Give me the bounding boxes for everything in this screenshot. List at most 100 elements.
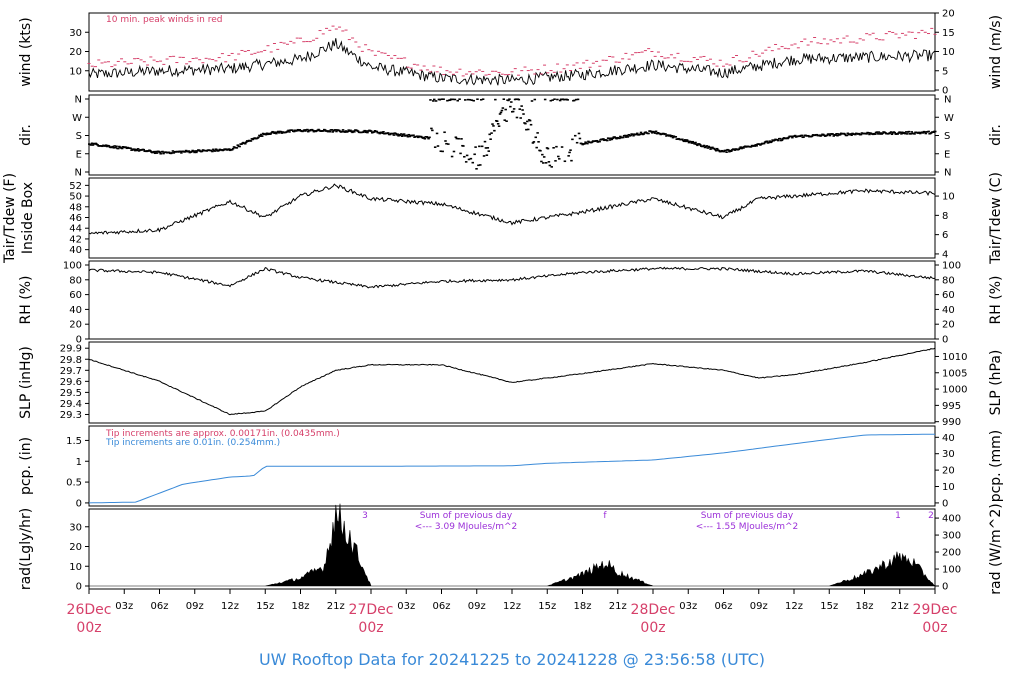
y-tick-label-right: 40 [942,433,955,444]
y-tick-label-right: 0 [942,86,948,97]
series-line-slp [88,347,936,416]
y-tick-label-left: 29.4 [60,399,82,410]
y-tick-label-left: 0.5 [66,478,82,489]
y-tick-label-left: 0 [76,582,82,593]
y-tick-label-left: S [76,131,82,142]
series-line-precip [88,433,935,504]
panel-frame [88,260,936,340]
radiation-annotation: 1 [895,511,901,521]
radiation-annotation: 2 [928,511,934,521]
y-tick-label-right: 100 [942,565,961,576]
radiation-annotation: 3 [362,511,368,521]
y-tick-label-left: 52 [69,181,82,192]
y-tick-label-left: 0 [76,498,82,509]
y-label-left: pcp. (in) [18,437,34,495]
y-tick-label-right: 20 [942,320,955,331]
y-tick-label-right: 4 [942,249,948,260]
y-label-left: Inside Box [20,182,36,254]
y-label-left: rad(Lgly/hr) [18,508,34,590]
radiation-annotation: <--- 3.09 MJoules/m^2 [415,522,517,532]
y-tick-label-right: 5 [942,66,948,77]
y-tick-label-right: 300 [942,531,961,542]
tip-note-exact: Tip increments are 0.01in. (0.254mm.) [105,438,280,448]
y-tick-label-left: 100 [63,261,82,272]
y-tick-label-left: 48 [69,202,82,213]
x-tick-label: 03z [397,601,415,612]
y-tick-label-left: 10 [69,66,82,77]
y-tick-label-right: 60 [942,290,955,301]
y-label-right: dir. [988,124,1004,146]
y-tick-label-left: 40 [69,245,82,256]
page-title: UW Rooftop Data for 20241225 to 20241228… [259,650,765,669]
y-tick-label-right: 6 [942,230,948,241]
x-tick-label: 15z [538,601,556,612]
y-tick-label-right: 200 [942,548,961,559]
y-tick-label-right: 0 [942,498,948,509]
y-tick-label-right: 10 [942,192,955,203]
x-tick-label: 15z [256,601,274,612]
y-tick-label-right: 1010 [942,352,967,363]
y-tick-label-left: 30 [69,522,82,533]
y-tick-label-right: 990 [942,417,961,428]
panel-frame [88,425,936,507]
y-label-left: dir. [18,124,34,146]
panel-4: RH (%) RH (%) 0 20 40 60 80 100 0 20 40 60 80 100 [18,260,1004,346]
y-tick-label-left: 29.3 [60,410,82,421]
x-tick-label: 06z [433,601,451,612]
x-tick-label: 15z [820,601,838,612]
y-label-right: wind (m/s) [988,15,1004,89]
series-peak-winds [87,25,937,77]
y-tick-label-right: 0 [942,335,948,346]
x-axis: 03z 06z 09z 12z 15z 18z 21z 03z 06z 09z 12z 15z 18z 2… [67,589,958,636]
x-tick-label: 12z [503,601,521,612]
y-tick-label-left: 20 [69,47,82,58]
y-tick-label-left: N [75,95,82,106]
y-tick-label-right: 1005 [942,368,967,379]
panel-frame [88,177,936,259]
y-tick-label-left: 29.5 [60,388,82,399]
radiation-annotation: <--- 1.55 MJoules/m^2 [696,522,798,532]
y-tick-label-right: 10 [942,482,955,493]
x-tick-label: 06z [151,601,169,612]
y-label-right: Tair/Tdew (C) [988,172,1004,265]
y-label-right: pcp. (mm) [988,430,1004,503]
y-tick-label-right: 995 [942,401,961,412]
x-tick-label: 09z [750,601,768,612]
y-tick-label-left: W [72,113,82,124]
panel-3: Tair/Tdew (F) Inside Box Tair/Tdew (C) 4042… [2,172,1004,265]
x-tick-label: 03z [115,601,133,612]
x-tick-label: 09z [186,601,204,612]
y-tick-label-right: 15 [942,28,955,39]
x-tick-label: 21z [327,601,345,612]
x-day-hour-label: 00z [922,620,947,636]
y-tick-label-right: 10 [942,47,955,58]
x-day-label: 29Dec [913,602,958,618]
y-tick-label-left: 0 [76,335,82,346]
y-tick-label-right: S [944,131,950,142]
y-tick-label-right: 20 [942,466,955,477]
x-tick-label: 18z [856,601,874,612]
y-tick-label-right: 40 [942,305,955,316]
radiation-annotation: Sum of previous day [420,511,513,521]
radiation-annotation: f [603,511,607,521]
y-tick-label-left: 20 [69,320,82,331]
x-tick-label: 21z [609,601,627,612]
x-tick-label: 03z [679,601,697,612]
series-area-radiation [89,503,936,587]
panel-frame [88,341,936,424]
y-tick-label-left: 30 [69,28,82,39]
y-tick-label-left: 20 [69,542,82,553]
x-tick-label: 12z [221,601,239,612]
x-day-label: 27Dec [349,602,394,618]
panel-6: pcp. (in) pcp. (mm) 0 0.5 1 1.5 0 10 20 30 40 Tip i… [18,425,1004,509]
y-tick-label-right: 20 [942,9,955,20]
x-day-label: 28Dec [631,602,676,618]
y-label-right: rad (W/m^2) [988,503,1004,594]
y-tick-label-left: 44 [69,224,82,235]
y-tick-label-left: 80 [69,275,82,286]
y-tick-label-left: 46 [69,213,82,224]
y-tick-label-left: 29.6 [60,377,82,388]
